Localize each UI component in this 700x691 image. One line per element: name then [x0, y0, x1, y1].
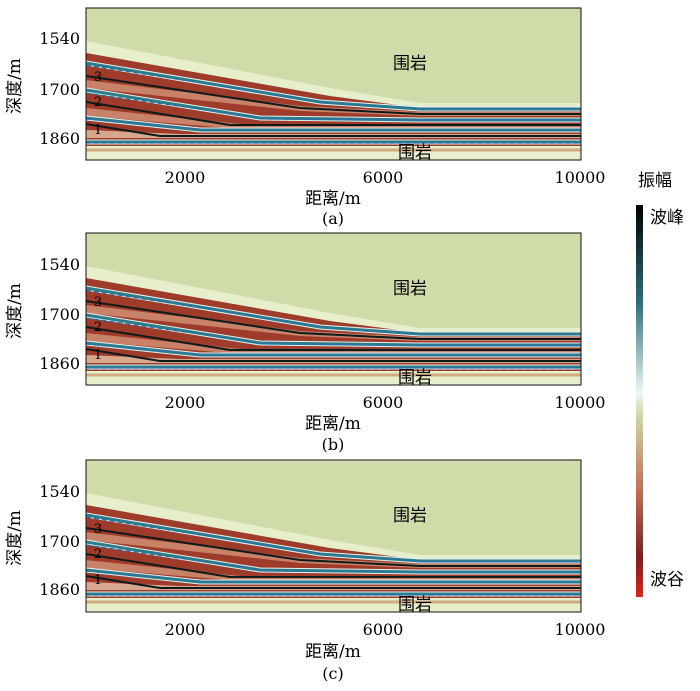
colorbar: 振幅 波峰 波谷 — [636, 171, 684, 597]
colorbar-bottom-label: 波谷 — [650, 570, 684, 590]
panel-label: (a) — [322, 209, 344, 228]
reflector-dark — [86, 348, 581, 362]
layer-label-2: 2 — [94, 547, 102, 562]
y-tick-label: 1700 — [39, 80, 80, 99]
plot-frame — [85, 459, 582, 613]
layer-label-1: 1 — [94, 348, 102, 363]
rock-label-bottom: 围岩 — [398, 143, 432, 163]
reflector-dark — [86, 575, 581, 589]
y-axis-label: 深度/m — [5, 283, 25, 339]
rock-label-bottom: 围岩 — [398, 368, 432, 388]
x-tick-label: 6000 — [363, 620, 404, 639]
layer-label-3: 3 — [94, 522, 102, 537]
panel-label: (c) — [322, 664, 343, 683]
model-boundary — [86, 343, 581, 356]
y-tick-label: 1700 — [39, 305, 80, 324]
layer-label-1: 1 — [94, 123, 102, 138]
seismic-image-a — [86, 8, 581, 160]
x-tick-label: 6000 — [363, 393, 404, 412]
x-tick-label: 2000 — [165, 620, 206, 639]
plot-frame — [85, 7, 582, 161]
x-tick-label: 6000 — [363, 168, 404, 187]
model-boundary — [86, 544, 581, 573]
rock-label-top: 围岩 — [393, 54, 427, 74]
seismic-image-b — [86, 233, 581, 385]
rock-label-top: 围岩 — [393, 506, 427, 526]
layer-label-1: 1 — [94, 573, 102, 588]
x-tick-label: 10000 — [555, 620, 606, 639]
reflector-dark — [86, 101, 581, 126]
amplitude-band — [86, 333, 581, 354]
y-tick-label: 1540 — [39, 255, 80, 274]
y-tick-label: 1860 — [39, 129, 80, 148]
y-tick-label: 1860 — [39, 354, 80, 373]
y-axis-label: 深度/m — [5, 58, 25, 114]
y-axis-label: 深度/m — [5, 510, 25, 566]
rock-label-top: 围岩 — [393, 279, 427, 299]
model-boundary — [86, 92, 581, 121]
amplitude-band — [86, 560, 581, 581]
colorbar-title: 振幅 — [638, 171, 672, 191]
x-tick-label: 10000 — [555, 393, 606, 412]
model-boundary — [86, 118, 581, 131]
rock-label-bottom: 围岩 — [398, 595, 432, 615]
reflector-dark — [86, 123, 581, 137]
amplitude-band — [86, 108, 581, 129]
model-boundary — [86, 570, 581, 583]
reflector-dark — [86, 75, 581, 115]
x-axis-label: 距离/m — [305, 414, 361, 434]
x-axis-label: 距离/m — [305, 189, 361, 209]
y-tick-label: 1860 — [39, 580, 80, 599]
panel-c: 1540 1700 1860 2000 6000 10000 距离/m 深度/m… — [5, 459, 606, 683]
plot-frame — [85, 232, 582, 386]
x-tick-label: 10000 — [555, 168, 606, 187]
y-tick-label: 1540 — [39, 29, 80, 48]
x-tick-label: 2000 — [165, 393, 206, 412]
y-tick-label: 1540 — [39, 482, 80, 501]
x-tick-label: 2000 — [165, 168, 206, 187]
colorbar-scale — [636, 205, 643, 597]
model-boundary — [86, 516, 581, 562]
layer-label-3: 3 — [94, 70, 102, 85]
y-tick-label: 1700 — [39, 532, 80, 551]
panel-a: 1540 1700 1860 2000 6000 10000 距离/m 深度/m… — [5, 7, 606, 228]
reflector-dark — [86, 553, 581, 578]
colorbar-top-label: 波峰 — [650, 208, 684, 228]
layer-label-2: 2 — [94, 320, 102, 335]
model-boundary — [86, 64, 581, 110]
x-axis-label: 距离/m — [305, 642, 361, 662]
reflector-dark — [86, 326, 581, 351]
seismic-image-c — [86, 460, 581, 612]
panel-label: (b) — [322, 435, 345, 454]
model-boundary — [86, 289, 581, 335]
layer-label-2: 2 — [94, 95, 102, 110]
reflector-dark — [86, 300, 581, 340]
reflector-dark — [86, 527, 581, 567]
layer-label-3: 3 — [94, 295, 102, 310]
panel-b: 1540 1700 1860 2000 6000 10000 距离/m 深度/m… — [5, 232, 606, 454]
model-boundary — [86, 317, 581, 346]
